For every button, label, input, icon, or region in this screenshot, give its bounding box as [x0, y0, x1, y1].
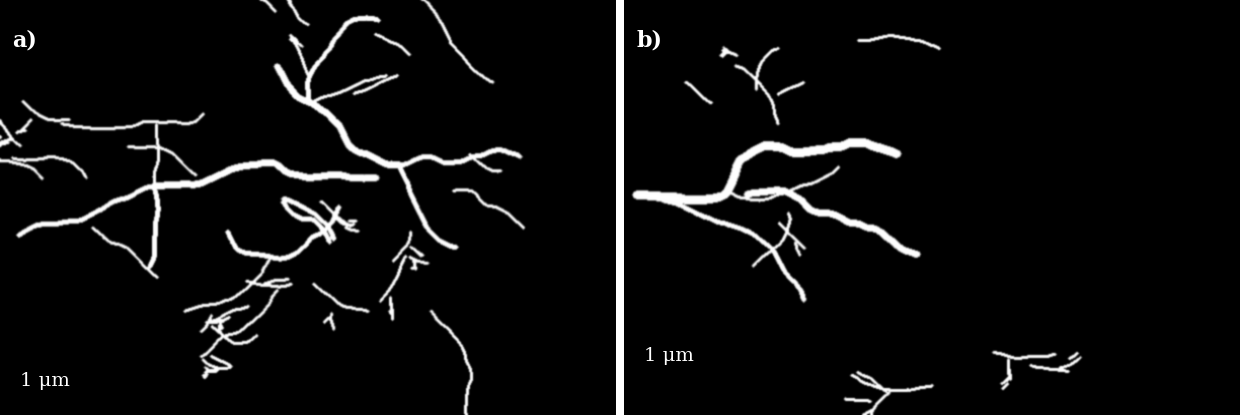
Text: a): a) — [12, 30, 37, 52]
Text: 1 μm: 1 μm — [645, 347, 694, 365]
Text: 1 μm: 1 μm — [20, 372, 71, 390]
Text: b): b) — [636, 30, 662, 52]
